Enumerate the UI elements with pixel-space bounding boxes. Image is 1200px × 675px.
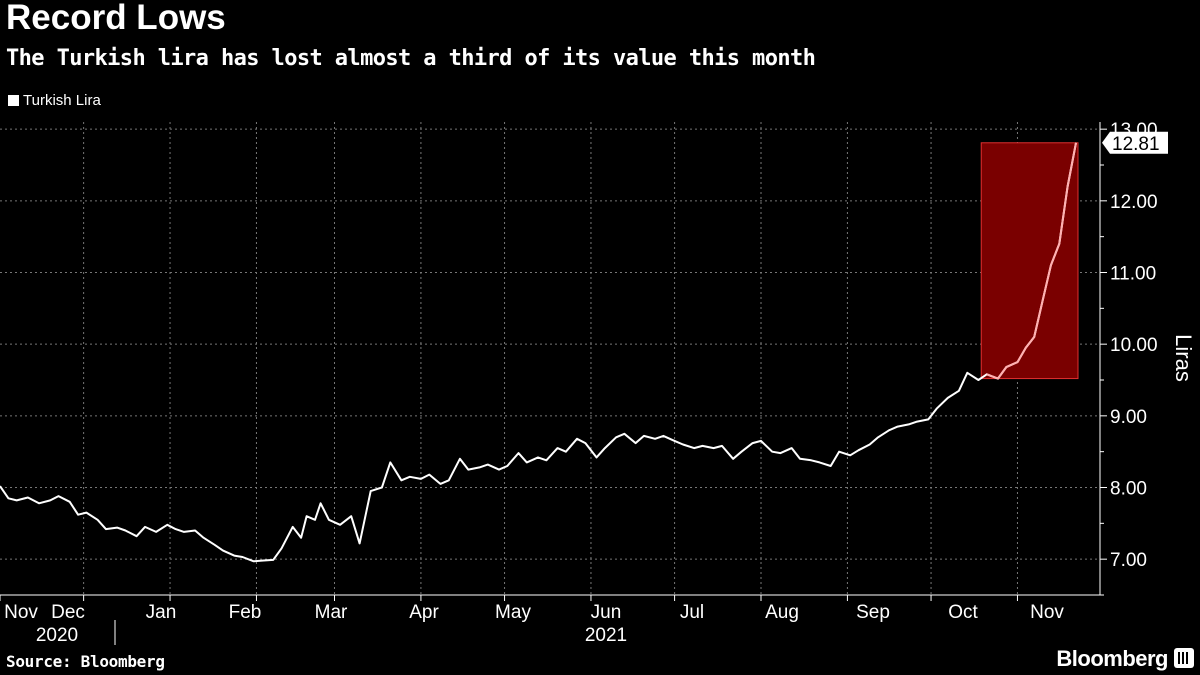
last-value-tag <box>1102 131 1168 154</box>
legend-label: Turkish Lira <box>23 92 101 109</box>
x-tick-label: Jan <box>146 602 177 623</box>
y-tick-label: 11.00 <box>1110 264 1156 285</box>
chart-title: Record Lows <box>6 0 226 37</box>
series-line-turkish-lira <box>0 142 1077 563</box>
x-year-label: 2021 <box>585 625 627 646</box>
x-tick-label: Nov <box>1030 602 1064 623</box>
y-axis-title: Liras <box>1171 334 1196 382</box>
series-line-highlight <box>986 142 1077 380</box>
source-note: Source: Bloomberg <box>6 652 165 671</box>
x-tick-label: Nov <box>4 602 38 623</box>
x-tick-label: Mar <box>315 602 348 623</box>
x-tick-label: Oct <box>948 602 978 623</box>
y-tick-label: 7.00 <box>1110 550 1147 571</box>
terminal-icon <box>1174 648 1194 668</box>
x-tick-label: Sep <box>856 602 890 623</box>
x-tick-label: Apr <box>409 602 439 623</box>
y-tick-label: 9.00 <box>1110 407 1147 428</box>
brand-logo: Bloomberg <box>1056 646 1168 671</box>
legend-swatch <box>8 95 19 106</box>
highlight-box <box>980 142 1079 380</box>
x-tick-label: May <box>495 602 531 623</box>
chart-subtitle: The Turkish lira has lost almost a third… <box>6 46 816 71</box>
last-value-label: 12.81 <box>1112 134 1160 155</box>
y-tick-label: 12.00 <box>1110 192 1158 213</box>
x-tick-label: Dec <box>51 602 85 623</box>
x-tick-label: Aug <box>765 602 799 623</box>
y-tick-label: 10.00 <box>1110 335 1158 356</box>
legend: Turkish Lira <box>8 92 101 109</box>
x-tick-label: Feb <box>229 602 262 623</box>
x-tick-label: Jun <box>591 602 622 623</box>
y-tick-label: 8.00 <box>1110 479 1147 500</box>
x-year-label: 2020 <box>36 625 78 646</box>
x-tick-label: Jul <box>680 602 704 623</box>
